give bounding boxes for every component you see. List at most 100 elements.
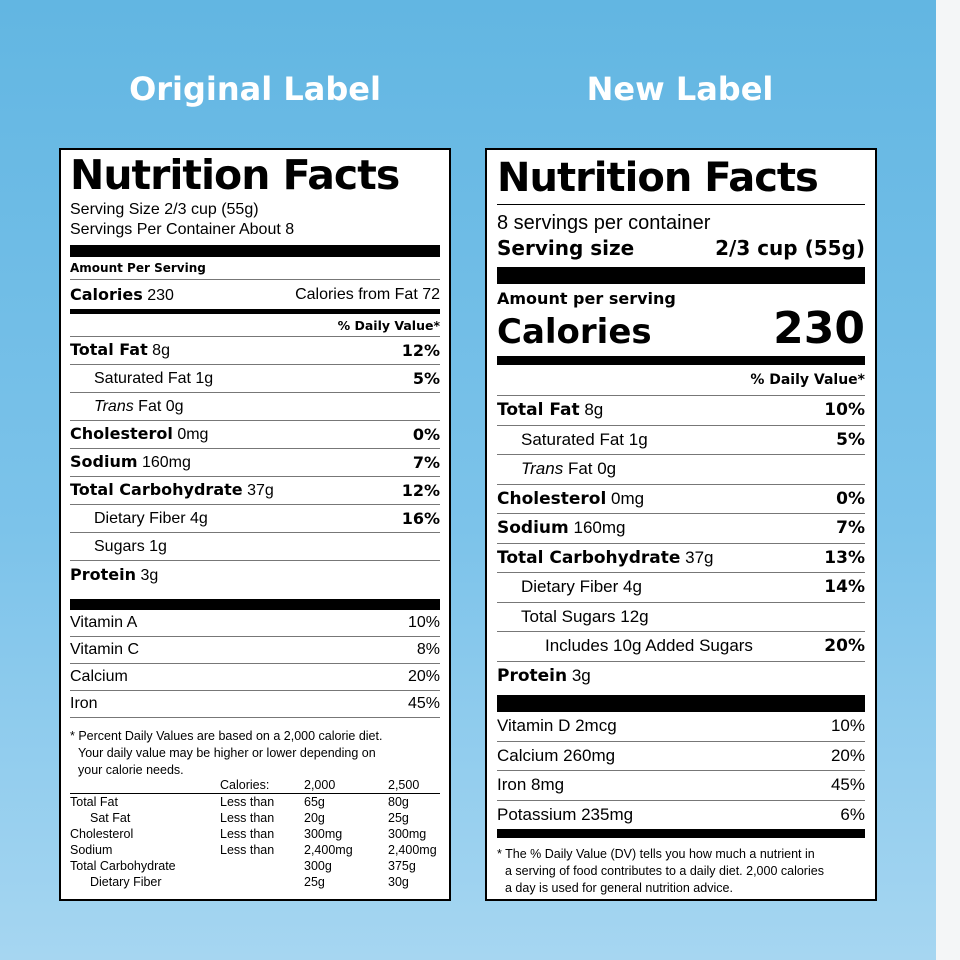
nutrient-name: Protein [497, 666, 568, 687]
nutrient-dv: 12% [401, 480, 440, 500]
nutrient-dv: 13% [824, 547, 865, 568]
nutrient-dv: 20% [824, 636, 865, 657]
new-nutrient-row: Dietary Fiber 4g 14% [497, 573, 865, 603]
calories-value: 230 [773, 303, 865, 354]
original-nutrient-row: Sodium 160mg 7% [70, 449, 440, 477]
medium-divider [497, 356, 865, 365]
nutrient-name: Cholesterol [497, 488, 607, 509]
new-nutrient-row: Protein 3g [497, 662, 865, 692]
vitamin-dv: 45% [407, 695, 440, 712]
original-dv-header: % Daily Value* [70, 314, 440, 337]
vitamin-name: Iron [70, 695, 98, 712]
nutrient-dv: 12% [401, 340, 440, 360]
nutrient-name: Dietary Fiber [521, 577, 619, 597]
nutrient-dv: 5% [836, 429, 865, 450]
nutrient-name: Sodium [70, 452, 138, 471]
new-title: Nutrition Facts [497, 155, 819, 201]
reference-row: Total Carbohydrate 300g 375g [70, 859, 416, 873]
mineral-name: Potassium 235mg [497, 804, 634, 824]
original-vitamin-row: Iron 45% [70, 691, 440, 718]
new-mineral-list: Vitamin D 2mcg 10% Calcium 260mg 20% Iron 8m… [497, 712, 865, 830]
reference-row: Sat Fat Less than 20g 25g [90, 811, 409, 825]
new-mineral-row: Calcium 260mg 20% [497, 742, 865, 771]
vitamin-name: Calcium [70, 668, 128, 685]
original-nutrient-row: Trans Fat 0g [70, 393, 440, 421]
new-mineral-row: Potassium 235mg 6% [497, 801, 865, 830]
mineral-dv: 45% [830, 775, 865, 795]
calories-from-fat: Calories from Fat 72 [295, 285, 440, 303]
new-nutrient-row: Saturated Fat 1g 5% [497, 426, 865, 455]
medium-divider [70, 309, 440, 314]
reference-row: Cholesterol Less than 300mg 300mg [70, 827, 427, 841]
nutrient-dv: 7% [412, 452, 440, 472]
nutrient-amount: 1g [628, 429, 648, 449]
new-nutrient-row: Sodium 160mg 7% [497, 514, 865, 544]
nutrient-name: Sugars [94, 537, 145, 555]
new-nutrient-row: Cholesterol 0mg 0% [497, 485, 865, 514]
right-edge-strip [936, 0, 960, 960]
nutrient-name: Sodium [497, 518, 569, 539]
nutrient-name: Saturated Fat [521, 429, 625, 449]
new-serving-size-row: Serving size 2/3 cup (55g) [497, 235, 865, 261]
nutrient-amount: 8g [152, 342, 170, 359]
nutrient-amount: 4g [190, 509, 208, 527]
nutrient-amount: 0mg [177, 426, 209, 443]
mineral-name: Vitamin D 2mcg [497, 716, 617, 736]
nutrient-name: Trans [521, 459, 564, 479]
nutrient-name: Dietary Fiber [94, 509, 186, 527]
mineral-dv: 10% [830, 716, 865, 736]
thick-divider [70, 599, 440, 610]
original-serving-size: Serving Size 2/3 cup (55g) [70, 201, 259, 218]
original-vitamin-row: Calcium 20% [70, 664, 440, 691]
vitamin-dv: 10% [407, 614, 440, 631]
original-footnote: * Percent Daily Values are based on a 2,… [70, 729, 383, 777]
nutrient-dv: 14% [824, 577, 865, 598]
nutrient-amount: 8g [584, 400, 604, 420]
calories-label: Calories [497, 312, 652, 352]
reference-row: Sodium Less than 2,400mg 2,400mg [70, 843, 437, 857]
new-nutrient-list: Total Fat 8g 10% Saturated Fat 1g 5% Trans F… [497, 396, 865, 691]
original-nutrient-row: Sugars 1g [70, 533, 440, 561]
new-footnote: * The % Daily Value (DV) tells you how m… [497, 847, 824, 895]
nutrient-name: Includes 10g Added Sugars [545, 636, 753, 656]
nutrient-dv: 7% [836, 518, 865, 539]
original-title: Nutrition Facts [70, 151, 400, 199]
nutrient-amount: 160mg [141, 454, 191, 471]
nutrient-dv: 0% [836, 488, 865, 509]
original-calories-row: Calories 230 Calories from Fat 72 [70, 280, 440, 309]
nutrient-amount: 3g [140, 566, 159, 584]
nutrient-name: Total Fat [70, 340, 148, 359]
nutrient-dv: 0% [412, 424, 440, 444]
nutrient-dv: 10% [824, 400, 865, 421]
reference-row: Total Fat Less than 65g 80g [70, 795, 409, 809]
nutrient-amount: 3g [571, 666, 591, 686]
amount-per-serving-row: Amount Per Serving [70, 257, 440, 280]
nutrient-name: Total Carbohydrate [497, 547, 681, 568]
nutrient-amount: 12g [620, 606, 649, 626]
nutrient-amount: 1g [195, 369, 214, 387]
original-label-heading: Original Label [129, 70, 381, 108]
nutrient-name: Cholesterol [70, 424, 173, 443]
new-mineral-row: Iron 8mg 45% [497, 771, 865, 801]
vitamin-dv: 20% [407, 668, 440, 685]
original-servings-per-container: Servings Per Container About 8 [70, 221, 295, 238]
new-servings-per-container: 8 servings per container [497, 212, 711, 234]
nutrient-amount: 160mg [573, 518, 626, 538]
mineral-name: Iron 8mg [497, 775, 565, 795]
vitamin-name: Vitamin C [70, 641, 140, 658]
nutrient-amount: 1g [149, 537, 167, 555]
new-dv-header: % Daily Value* [497, 365, 865, 396]
nutrient-dv: 16% [401, 508, 440, 528]
nutrient-dv: 5% [412, 368, 440, 388]
thick-divider [70, 245, 440, 257]
original-vitamin-list: Vitamin A 10% Vitamin C 8% Calcium 20% Iron 45% [70, 610, 440, 718]
nutrient-amount: 4g [623, 577, 642, 597]
thick-divider [497, 695, 865, 712]
new-nutrient-row: Total Sugars 12g [497, 603, 865, 632]
nutrient-amount: 0mg [611, 488, 645, 508]
original-nutrient-row: Total Carbohydrate 37g 12% [70, 477, 440, 505]
thick-divider [497, 267, 865, 284]
original-nutrient-row: Dietary Fiber 4g 16% [70, 505, 440, 533]
vitamin-dv: 8% [416, 641, 440, 658]
new-mineral-row: Vitamin D 2mcg 10% [497, 712, 865, 742]
